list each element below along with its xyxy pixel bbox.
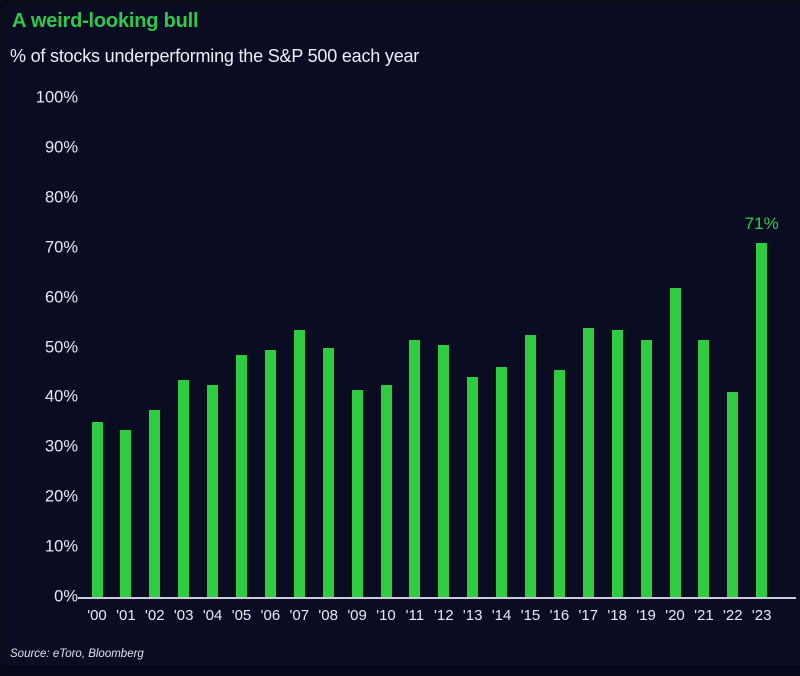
bar-y06 <box>264 350 276 597</box>
bar-y15 <box>525 335 536 597</box>
x-axis-tick-y04: '04 <box>202 607 223 624</box>
y-axis-tick-50: 50% <box>44 338 78 356</box>
x-axis-tick-y16: '16 <box>549 607 570 624</box>
bar-y12 <box>438 345 450 597</box>
source-caption: Source: eToro, Bloomberg <box>10 648 144 660</box>
bar-y02 <box>149 409 161 597</box>
x-axis-tick-y23: '23 <box>751 607 772 624</box>
bar-y05 <box>236 355 247 597</box>
bar-y01 <box>120 429 132 597</box>
x-axis-tick-y09: '09 <box>347 607 367 624</box>
bar-y10 <box>380 384 392 597</box>
x-axis-tick-y08: '08 <box>318 607 338 624</box>
x-axis-tick-y11: '11 <box>405 607 425 624</box>
figure-left-border <box>0 0 4 676</box>
bar-y14 <box>496 367 508 597</box>
figure-bottom-border <box>0 666 800 676</box>
bar-y20 <box>669 287 681 597</box>
x-axis-tick-y15: '15 <box>520 607 541 624</box>
y-axis-tick-20: 20% <box>44 487 78 506</box>
x-axis-tick-y03: '03 <box>173 607 194 624</box>
x-axis-tick-y14: '14 <box>491 607 512 624</box>
bar-y21 <box>698 340 710 597</box>
x-axis-tick-y06: '06 <box>260 607 281 624</box>
bar-y07 <box>293 330 305 597</box>
y-axis-tick-60: 60% <box>44 288 78 307</box>
bar-y00 <box>91 422 103 597</box>
figure-top-border <box>0 0 800 4</box>
x-axis-line <box>78 597 796 599</box>
y-axis-tick-100: 100% <box>35 88 78 107</box>
bar-y13 <box>467 377 479 597</box>
x-axis-tick-y21: '21 <box>694 607 714 624</box>
value-annotation-2023: 71% <box>744 213 779 233</box>
y-axis-tick-90: 90% <box>44 138 78 157</box>
bar-y03 <box>178 379 190 597</box>
bar-y16 <box>553 369 565 597</box>
x-axis-tick-y02: '02 <box>145 607 165 624</box>
bar-y09 <box>351 389 363 597</box>
bar-y04 <box>207 384 219 597</box>
y-axis-tick-30: 30% <box>44 437 78 456</box>
x-axis-tick-y22: '22 <box>723 607 743 624</box>
chart-subtitle: % of stocks underperforming the S&P 500 … <box>10 46 420 66</box>
chart-title: A weird-looking bull <box>12 10 199 32</box>
x-axis-tick-y13: '13 <box>462 607 483 624</box>
bar-y19 <box>640 340 652 597</box>
x-axis-tick-y07: '07 <box>289 607 310 624</box>
x-axis-tick-y17: '17 <box>578 607 599 624</box>
bar-y18 <box>611 330 623 597</box>
x-axis-tick-y10: '10 <box>376 607 396 624</box>
bar-y08 <box>322 347 334 597</box>
x-axis-tick-y00: '00 <box>87 607 107 624</box>
x-axis-tick-y18: '18 <box>607 607 627 624</box>
y-axis-tick-80: 80% <box>44 188 78 207</box>
y-axis-tick-10: 10% <box>44 537 78 556</box>
bar-y17 <box>582 327 594 597</box>
y-axis-tick-70: 70% <box>44 238 78 257</box>
x-axis-tick-y19: '19 <box>636 607 656 624</box>
x-axis-tick-y05: '05 <box>231 607 252 624</box>
bar-y23 <box>756 242 768 597</box>
bar-y11 <box>409 340 421 597</box>
bar-y22 <box>727 392 739 597</box>
x-axis-tick-y01: '01 <box>116 607 136 624</box>
x-axis-tick-y20: '20 <box>665 607 685 624</box>
y-axis-tick-0: 0% <box>54 587 78 606</box>
x-axis-tick-y12: '12 <box>434 607 454 624</box>
y-axis-tick-40: 40% <box>44 387 78 406</box>
